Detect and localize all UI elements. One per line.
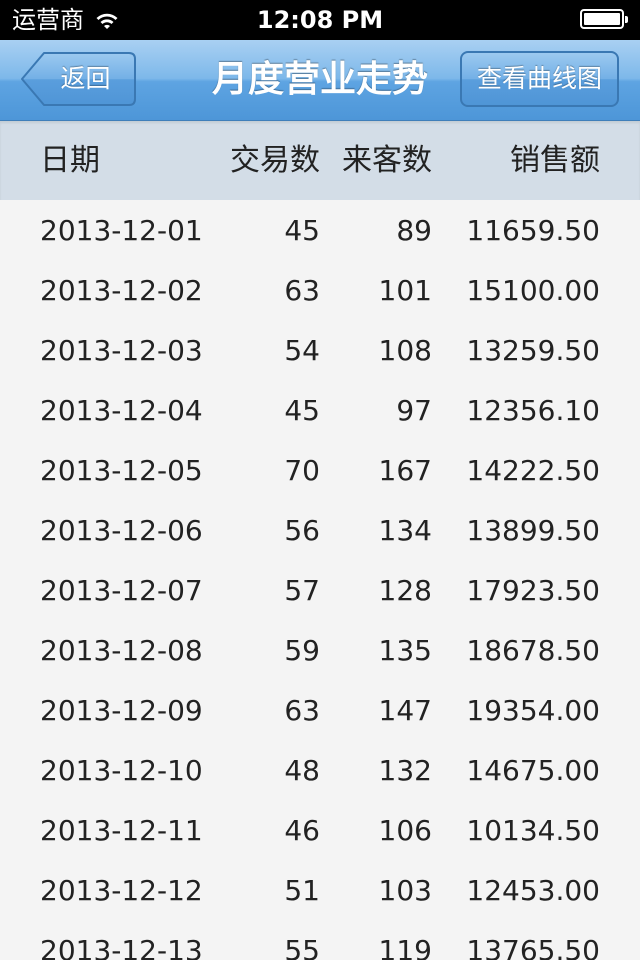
back-arrow-shape — [21, 52, 136, 106]
back-button-label: 返回 — [60, 64, 111, 93]
cell-visitors: 106 — [378, 814, 432, 847]
cell-visitors: 134 — [378, 514, 432, 547]
cell-transactions: 57 — [284, 574, 320, 607]
table-row[interactable]: 2013-12-07 57 128 17923.50 — [0, 560, 640, 620]
battery-icon — [580, 9, 628, 29]
cell-sales: 18678.50 — [466, 634, 600, 667]
header-date: 日期 — [40, 143, 100, 178]
carrier-label: 运营商 — [12, 6, 84, 34]
page-title: 月度营业走势 — [211, 59, 428, 100]
cell-visitors: 128 — [378, 574, 432, 607]
cell-transactions: 56 — [284, 514, 320, 547]
cell-date: 2013-12-11 — [40, 814, 203, 847]
wifi-icon — [96, 13, 118, 29]
cell-sales: 14675.00 — [466, 754, 600, 787]
cell-sales: 12453.00 — [466, 874, 600, 907]
cell-date: 2013-12-12 — [40, 874, 203, 907]
cell-date: 2013-12-03 — [40, 334, 203, 367]
cell-visitors: 132 — [378, 754, 432, 787]
table-row[interactable]: 2013-12-09 63 147 19354.00 — [0, 680, 640, 740]
cell-transactions: 54 — [284, 334, 320, 367]
table-row[interactable]: 2013-12-02 63 101 15100.00 — [0, 260, 640, 320]
cell-visitors: 147 — [378, 694, 432, 727]
cell-date: 2013-12-06 — [40, 514, 203, 547]
back-button[interactable]: 返回 — [20, 51, 137, 107]
cell-transactions: 63 — [284, 274, 320, 307]
navigation-bar: 返回 月度营业走势 查看曲线图 — [0, 40, 640, 121]
header-sales: 销售额 — [510, 143, 600, 178]
cell-transactions: 45 — [284, 214, 320, 247]
cell-date: 2013-12-07 — [40, 574, 203, 607]
cell-transactions: 48 — [284, 754, 320, 787]
cell-date: 2013-12-10 — [40, 754, 203, 787]
status-bar: 运营商 12:08 PM — [0, 0, 640, 40]
view-curve-button[interactable]: 查看曲线图 — [460, 51, 619, 107]
cell-visitors: 135 — [378, 634, 432, 667]
cell-visitors: 108 — [378, 334, 432, 367]
cell-sales: 19354.00 — [466, 694, 600, 727]
cell-visitors: 103 — [378, 874, 432, 907]
table-row[interactable]: 2013-12-04 45 97 12356.10 — [0, 380, 640, 440]
cell-transactions: 70 — [284, 454, 320, 487]
cell-sales: 12356.10 — [466, 394, 600, 427]
cell-sales: 10134.50 — [466, 814, 600, 847]
cell-date: 2013-12-04 — [40, 394, 203, 427]
table-row[interactable]: 2013-12-03 54 108 13259.50 — [0, 320, 640, 380]
table-row[interactable]: 2013-12-06 56 134 13899.50 — [0, 500, 640, 560]
table-row[interactable]: 2013-12-05 70 167 14222.50 — [0, 440, 640, 500]
cell-date: 2013-12-01 — [40, 214, 203, 247]
cell-sales: 13259.50 — [466, 334, 600, 367]
cell-transactions: 45 — [284, 394, 320, 427]
cell-date: 2013-12-09 — [40, 694, 203, 727]
cell-sales: 11659.50 — [466, 214, 600, 247]
table-row[interactable]: 2013-12-11 46 106 10134.50 — [0, 800, 640, 860]
cell-transactions: 51 — [284, 874, 320, 907]
cell-date: 2013-12-08 — [40, 634, 203, 667]
header-visitors: 来客数 — [342, 143, 432, 178]
cell-transactions: 63 — [284, 694, 320, 727]
table-row[interactable]: 2013-12-01 45 89 11659.50 — [0, 200, 640, 260]
cell-date: 2013-12-13 — [40, 934, 203, 960]
cell-sales: 13899.50 — [466, 514, 600, 547]
cell-visitors: 119 — [378, 934, 432, 960]
table-row[interactable]: 2013-12-13 55 119 13765.50 — [0, 920, 640, 960]
cell-transactions: 55 — [284, 934, 320, 960]
table-row[interactable]: 2013-12-10 48 132 14675.00 — [0, 740, 640, 800]
clock: 12:08 PM — [256, 6, 384, 34]
cell-visitors: 97 — [396, 394, 432, 427]
cell-sales: 13765.50 — [466, 934, 600, 960]
cell-visitors: 167 — [378, 454, 432, 487]
cell-visitors: 101 — [378, 274, 432, 307]
table-header: 日期 交易数 来客数 销售额 — [0, 121, 640, 200]
cell-sales: 14222.50 — [466, 454, 600, 487]
cell-sales: 17923.50 — [466, 574, 600, 607]
cell-date: 2013-12-02 — [40, 274, 203, 307]
header-transactions: 交易数 — [230, 143, 320, 178]
table-body[interactable]: 2013-12-01 45 89 11659.50 2013-12-02 63 … — [0, 200, 640, 960]
cell-transactions: 59 — [284, 634, 320, 667]
cell-sales: 15100.00 — [466, 274, 600, 307]
cell-transactions: 46 — [284, 814, 320, 847]
cell-date: 2013-12-05 — [40, 454, 203, 487]
table-row[interactable]: 2013-12-08 59 135 18678.50 — [0, 620, 640, 680]
cell-visitors: 89 — [396, 214, 432, 247]
table-row[interactable]: 2013-12-12 51 103 12453.00 — [0, 860, 640, 920]
